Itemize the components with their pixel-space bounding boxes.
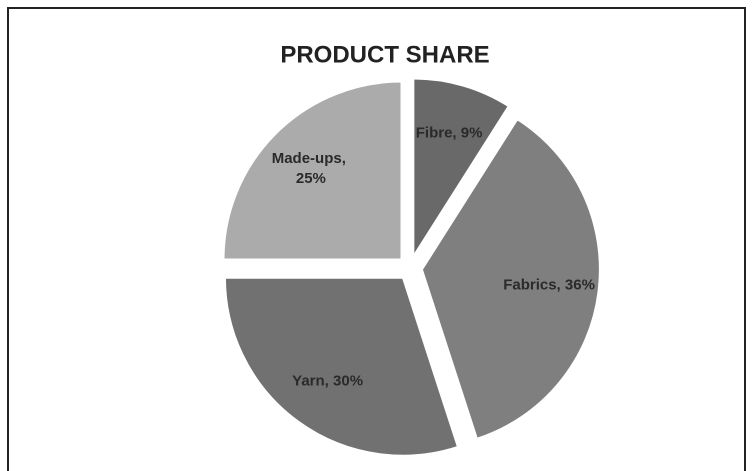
data-label: Fabrics, 36% [503,277,595,294]
data-label: Fibre, 9% [416,124,483,141]
pie-slice [222,80,403,261]
chart-title: PRODUCT SHARE [280,41,489,68]
pie-slice [223,276,460,457]
pie-slice [412,77,511,260]
data-label: Made-ups, 25% [272,150,350,187]
data-label: Yarn, 30% [292,372,363,389]
pie-slice [420,117,601,441]
